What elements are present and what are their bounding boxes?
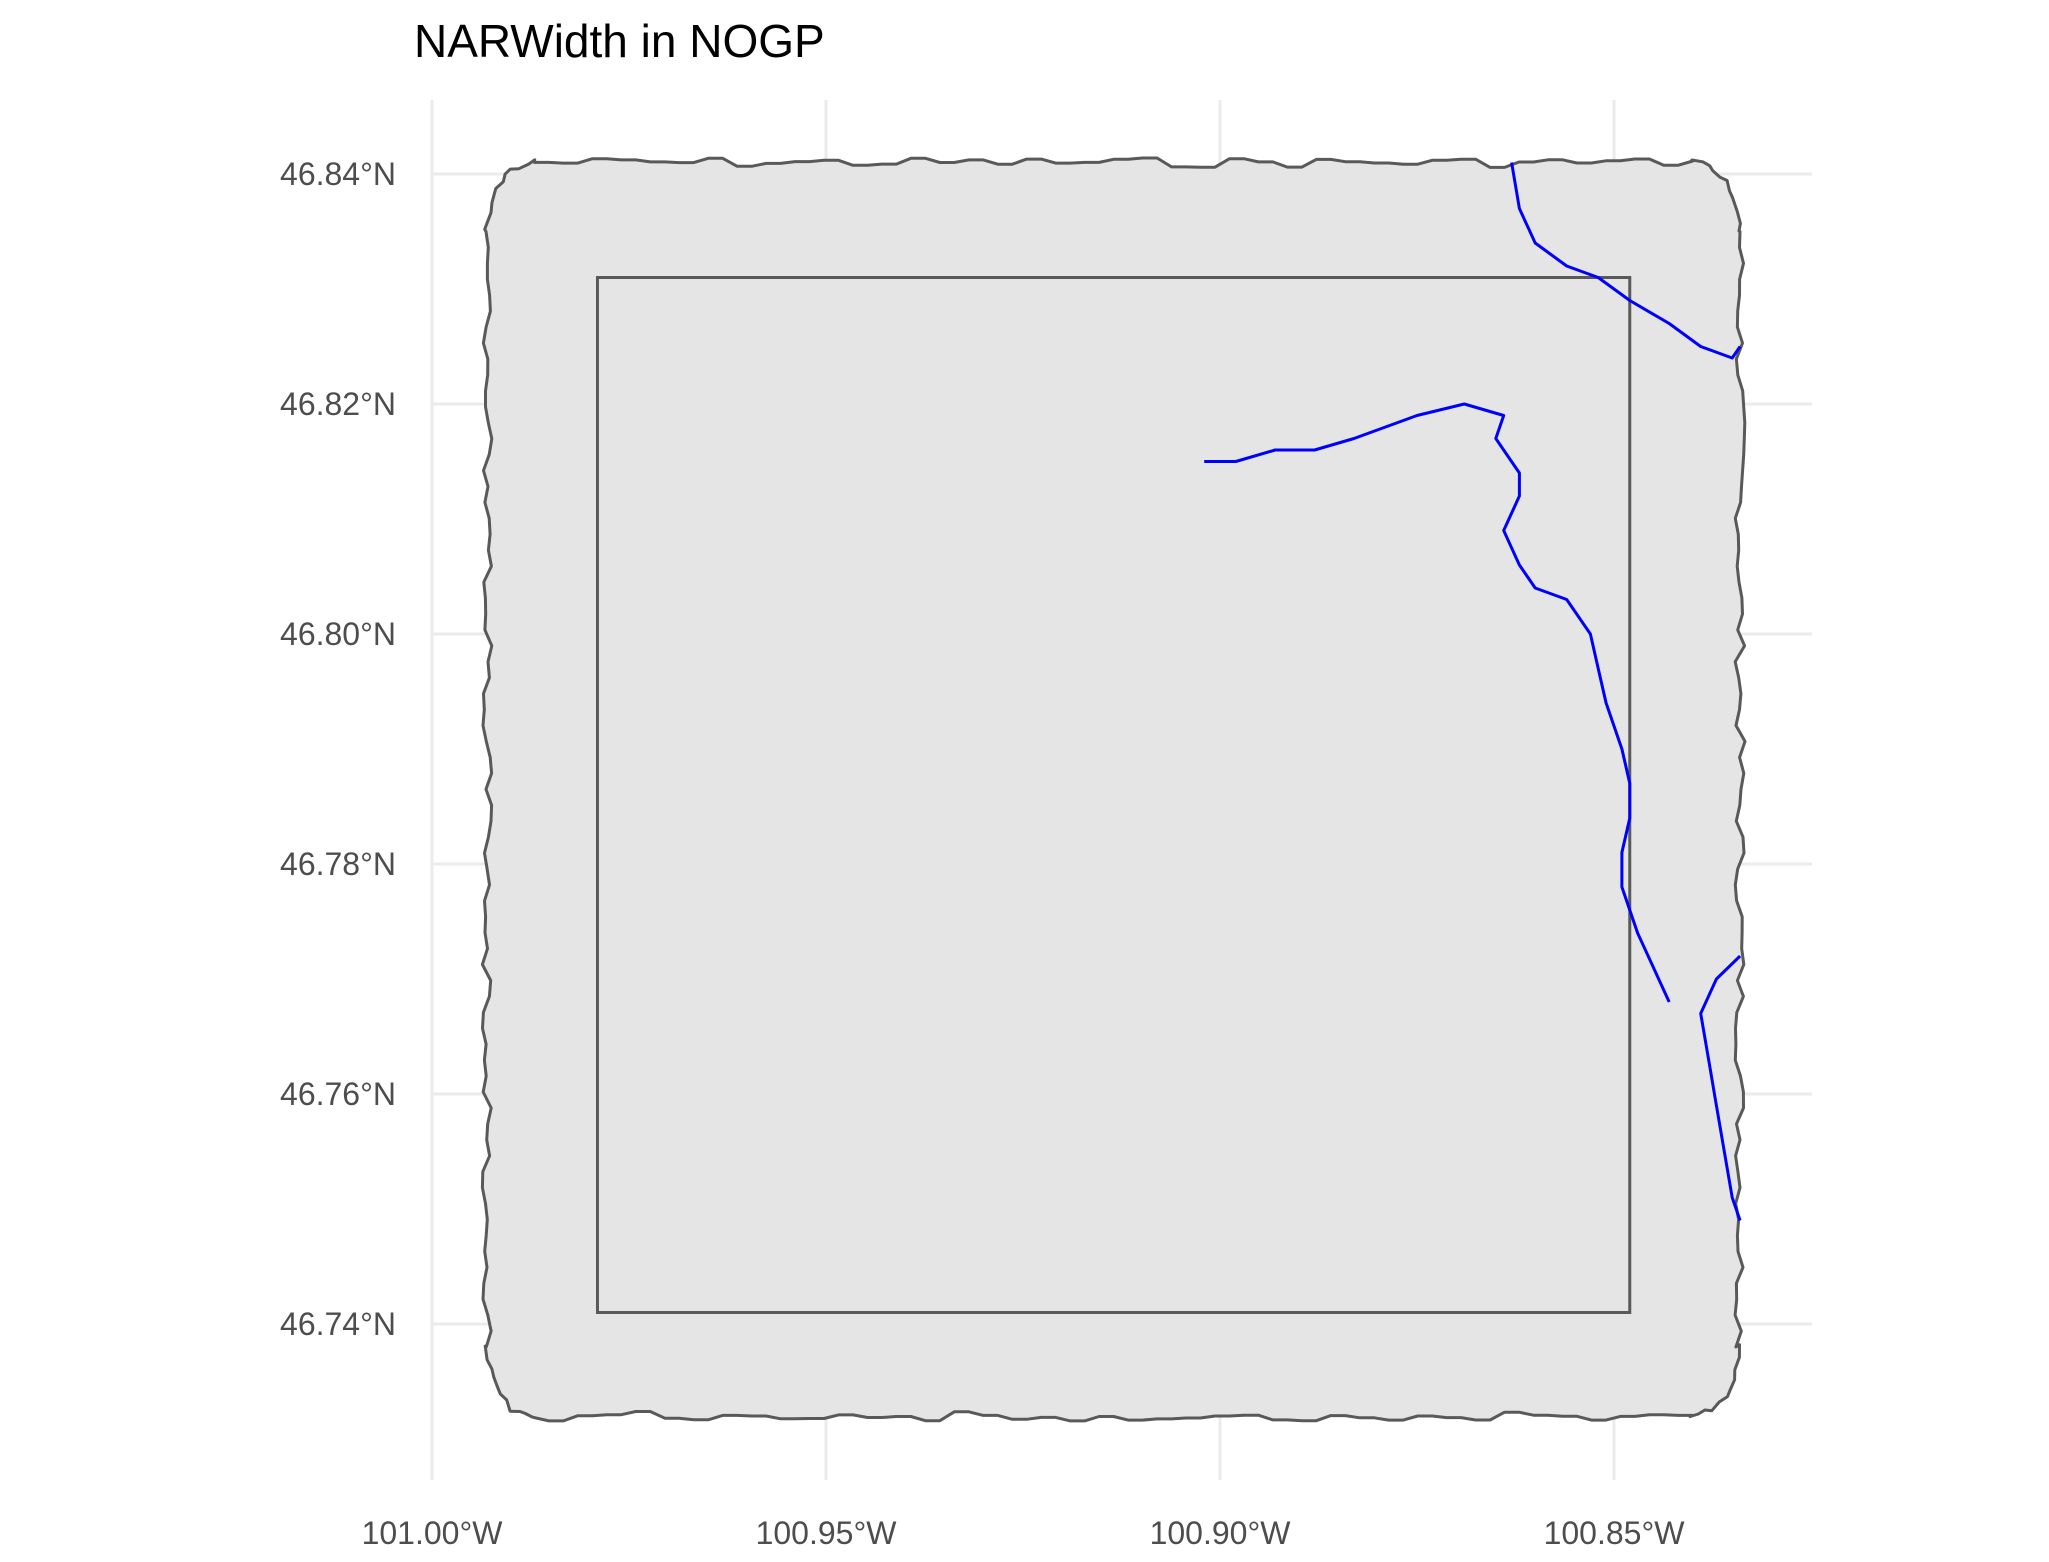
- y-tick-label-0: 46.84°N: [280, 156, 396, 192]
- map-title: NARWidth in NOGP: [414, 15, 825, 67]
- y-tick-label-1: 46.82°N: [280, 386, 396, 422]
- x-tick-label-0: 101.00°W: [362, 1515, 504, 1551]
- river-line-2: [1699, 954, 1742, 1221]
- buffer-region-polygon: [480, 156, 1747, 1423]
- x-tick-label-3: 100.85°W: [1544, 1515, 1686, 1551]
- y-axis-tick-labels: 46.84°N 46.82°N 46.80°N 46.78°N 46.76°N 46.74…: [280, 156, 396, 1342]
- river-line-1: [1204, 402, 1671, 1003]
- y-tick-label-4: 46.76°N: [280, 1076, 396, 1112]
- river-line-0: [1510, 162, 1742, 360]
- y-tick-label-3: 46.78°N: [280, 846, 396, 882]
- x-tick-label-1: 100.95°W: [756, 1515, 898, 1551]
- y-tick-label-2: 46.80°N: [280, 616, 396, 652]
- x-axis-tick-labels: 101.00°W 100.95°W 100.90°W 100.85°W: [362, 1515, 1686, 1551]
- river-network: [1204, 162, 1742, 1221]
- y-tick-label-5: 46.74°N: [280, 1306, 396, 1342]
- x-tick-label-2: 100.90°W: [1150, 1515, 1292, 1551]
